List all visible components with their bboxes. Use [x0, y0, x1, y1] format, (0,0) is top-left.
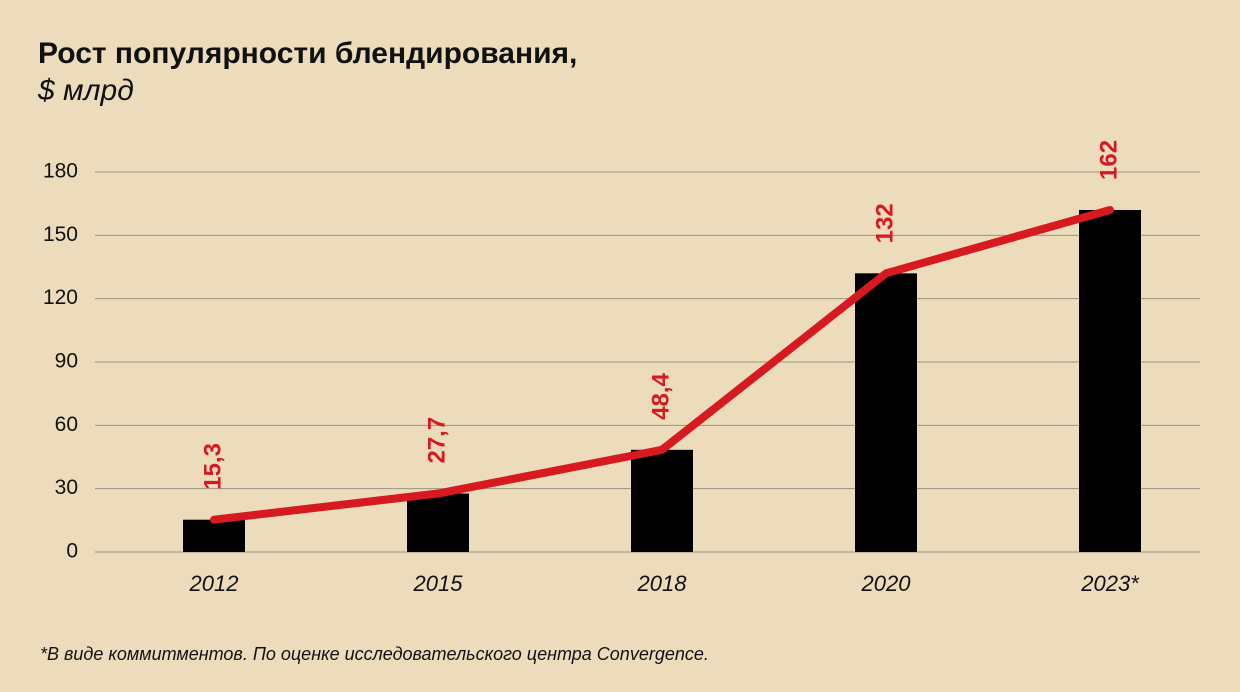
x-tick-label: 2015 — [413, 571, 464, 596]
y-tick-label: 150 — [43, 223, 78, 246]
x-tick-label: 2020 — [861, 571, 912, 596]
value-label: 27,7 — [423, 417, 450, 464]
chart-title: Рост популярности блендирования, — [38, 37, 577, 70]
x-tick-label: 2023* — [1080, 571, 1140, 596]
y-tick-label: 60 — [55, 413, 78, 436]
y-tick-label: 0 — [66, 540, 78, 563]
value-label: 48,4 — [647, 372, 674, 419]
x-tick-label: 2012 — [189, 571, 239, 596]
bar — [407, 493, 469, 552]
line — [210, 206, 1114, 524]
y-tick-label: 90 — [55, 350, 78, 373]
y-tick-label: 30 — [55, 476, 78, 499]
y-tick-label: 120 — [43, 286, 78, 309]
bar — [631, 449, 693, 552]
value-label: 15,3 — [199, 443, 226, 490]
value-label: 132 — [871, 203, 898, 243]
bar — [183, 519, 245, 552]
footnote: *В виде коммитментов. По оценке исследов… — [40, 644, 709, 664]
bar — [1079, 210, 1141, 552]
bar — [855, 273, 917, 552]
y-tick-label: 180 — [43, 160, 78, 183]
chart-subtitle: $ млрд — [37, 74, 134, 107]
x-tick-label: 2018 — [637, 571, 688, 596]
value-label: 162 — [1095, 140, 1122, 180]
